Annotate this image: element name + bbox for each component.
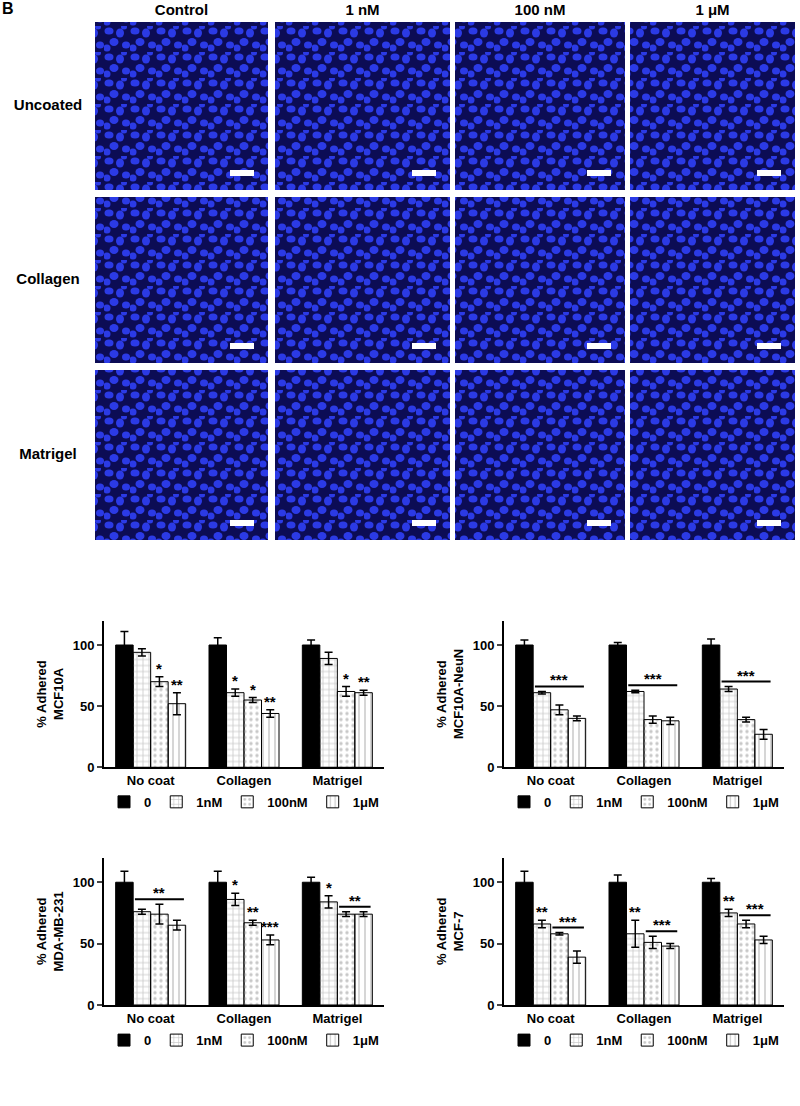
svg-text:1 μM: 1 μM bbox=[695, 1, 729, 18]
svg-text:*: * bbox=[156, 660, 162, 677]
svg-text:No coat: No coat bbox=[527, 773, 575, 788]
svg-text:1μM: 1μM bbox=[353, 1033, 379, 1048]
svg-text:0: 0 bbox=[487, 998, 494, 1013]
svg-text:Collagen: Collagen bbox=[16, 270, 79, 287]
svg-text:100nM: 100nM bbox=[267, 1033, 307, 1048]
svg-text:50: 50 bbox=[80, 699, 94, 714]
svg-text:**: ** bbox=[171, 676, 183, 693]
svg-text:Control: Control bbox=[155, 1, 208, 18]
svg-text:0: 0 bbox=[544, 795, 551, 810]
svg-text:0: 0 bbox=[487, 760, 494, 775]
svg-text:100nM: 100nM bbox=[667, 1033, 707, 1048]
svg-text:No coat: No coat bbox=[127, 773, 175, 788]
svg-text:***: *** bbox=[746, 900, 764, 917]
svg-text:0: 0 bbox=[544, 1033, 551, 1048]
svg-text:Collagen: Collagen bbox=[217, 1011, 272, 1026]
svg-text:1μM: 1μM bbox=[753, 1033, 779, 1048]
svg-text:**: ** bbox=[723, 892, 735, 909]
svg-text:No coat: No coat bbox=[527, 1011, 575, 1026]
svg-text:**: ** bbox=[349, 892, 361, 909]
svg-text:Matrigel: Matrigel bbox=[712, 1011, 762, 1026]
svg-text:100: 100 bbox=[73, 638, 95, 653]
svg-text:100: 100 bbox=[473, 638, 495, 653]
svg-text:*: * bbox=[326, 879, 332, 896]
svg-text:0: 0 bbox=[144, 795, 151, 810]
svg-text:***: *** bbox=[737, 667, 755, 684]
svg-text:Matrigel: Matrigel bbox=[312, 773, 362, 788]
svg-text:B: B bbox=[2, 0, 14, 17]
svg-text:1μM: 1μM bbox=[353, 795, 379, 810]
svg-text:50: 50 bbox=[480, 699, 494, 714]
svg-text:**: ** bbox=[629, 903, 641, 920]
svg-text:**: ** bbox=[264, 693, 276, 710]
svg-text:***: *** bbox=[261, 918, 279, 935]
svg-text:100nM: 100nM bbox=[267, 795, 307, 810]
svg-text:No coat: No coat bbox=[127, 1011, 175, 1026]
svg-text:Matrigel: Matrigel bbox=[712, 773, 762, 788]
svg-text:*: * bbox=[343, 670, 349, 687]
svg-text:% AdheredMCF-7: % AdheredMCF-7 bbox=[434, 898, 466, 965]
svg-text:100 nM: 100 nM bbox=[515, 1, 566, 18]
svg-text:***: *** bbox=[559, 913, 577, 930]
svg-text:Collagen: Collagen bbox=[617, 773, 672, 788]
svg-text:***: *** bbox=[550, 671, 568, 688]
svg-text:0: 0 bbox=[144, 1033, 151, 1048]
svg-text:1 nM: 1 nM bbox=[345, 1, 379, 18]
svg-text:0: 0 bbox=[87, 760, 94, 775]
svg-text:% AdheredMDA-MB-231: % AdheredMDA-MB-231 bbox=[34, 891, 66, 971]
svg-text:% AdheredMCF10A: % AdheredMCF10A bbox=[34, 660, 66, 727]
svg-text:1μM: 1μM bbox=[753, 795, 779, 810]
svg-text:Uncoated: Uncoated bbox=[14, 96, 82, 113]
svg-text:50: 50 bbox=[80, 936, 94, 951]
svg-text:***: *** bbox=[653, 916, 671, 933]
svg-text:100: 100 bbox=[73, 875, 95, 890]
svg-text:% AdheredMCF10A-NeuN: % AdheredMCF10A-NeuN bbox=[434, 649, 466, 739]
svg-text:1nM: 1nM bbox=[196, 1033, 222, 1048]
svg-text:0: 0 bbox=[87, 998, 94, 1013]
svg-text:1nM: 1nM bbox=[196, 795, 222, 810]
svg-text:Collagen: Collagen bbox=[217, 773, 272, 788]
svg-text:**: ** bbox=[153, 884, 165, 901]
svg-text:1nM: 1nM bbox=[596, 1033, 622, 1048]
svg-text:100nM: 100nM bbox=[667, 795, 707, 810]
svg-text:*: * bbox=[250, 681, 256, 698]
svg-text:*: * bbox=[232, 672, 238, 689]
svg-text:**: ** bbox=[536, 903, 548, 920]
svg-text:100: 100 bbox=[473, 875, 495, 890]
svg-text:Matrigel: Matrigel bbox=[312, 1011, 362, 1026]
svg-text:***: *** bbox=[644, 670, 662, 687]
svg-text:Collagen: Collagen bbox=[617, 1011, 672, 1026]
svg-text:Matrigel: Matrigel bbox=[19, 445, 77, 462]
svg-text:**: ** bbox=[247, 903, 259, 920]
svg-text:*: * bbox=[232, 876, 238, 893]
svg-text:**: ** bbox=[358, 673, 370, 690]
svg-text:1nM: 1nM bbox=[596, 795, 622, 810]
svg-text:50: 50 bbox=[480, 936, 494, 951]
